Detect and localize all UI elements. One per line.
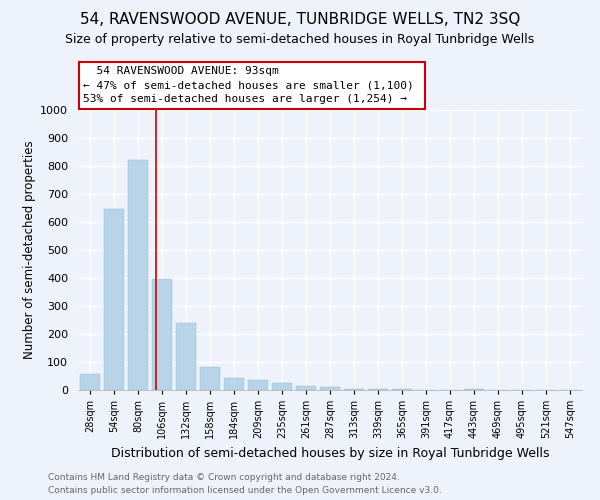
Bar <box>152 279 172 390</box>
Bar <box>368 389 388 390</box>
Text: 54 RAVENSWOOD AVENUE: 93sqm
← 47% of semi-detached houses are smaller (1,100)
53: 54 RAVENSWOOD AVENUE: 93sqm ← 47% of sem… <box>83 66 421 104</box>
Bar <box>80 374 100 390</box>
Bar <box>272 383 292 390</box>
Text: 54, RAVENSWOOD AVENUE, TUNBRIDGE WELLS, TN2 3SQ: 54, RAVENSWOOD AVENUE, TUNBRIDGE WELLS, … <box>80 12 520 28</box>
Bar <box>200 367 220 390</box>
Bar <box>320 387 340 390</box>
Bar <box>176 323 196 390</box>
Text: Size of property relative to semi-detached houses in Royal Tunbridge Wells: Size of property relative to semi-detach… <box>65 32 535 46</box>
Bar <box>104 208 124 390</box>
Y-axis label: Number of semi-detached properties: Number of semi-detached properties <box>23 140 36 360</box>
X-axis label: Distribution of semi-detached houses by size in Royal Tunbridge Wells: Distribution of semi-detached houses by … <box>111 446 549 460</box>
Text: Contains HM Land Registry data © Crown copyright and database right 2024.: Contains HM Land Registry data © Crown c… <box>48 472 400 482</box>
Bar <box>224 378 244 390</box>
Bar <box>296 386 316 390</box>
Bar <box>128 160 148 390</box>
Text: Contains public sector information licensed under the Open Government Licence v3: Contains public sector information licen… <box>48 486 442 495</box>
Bar <box>344 389 364 390</box>
Bar <box>248 380 268 390</box>
